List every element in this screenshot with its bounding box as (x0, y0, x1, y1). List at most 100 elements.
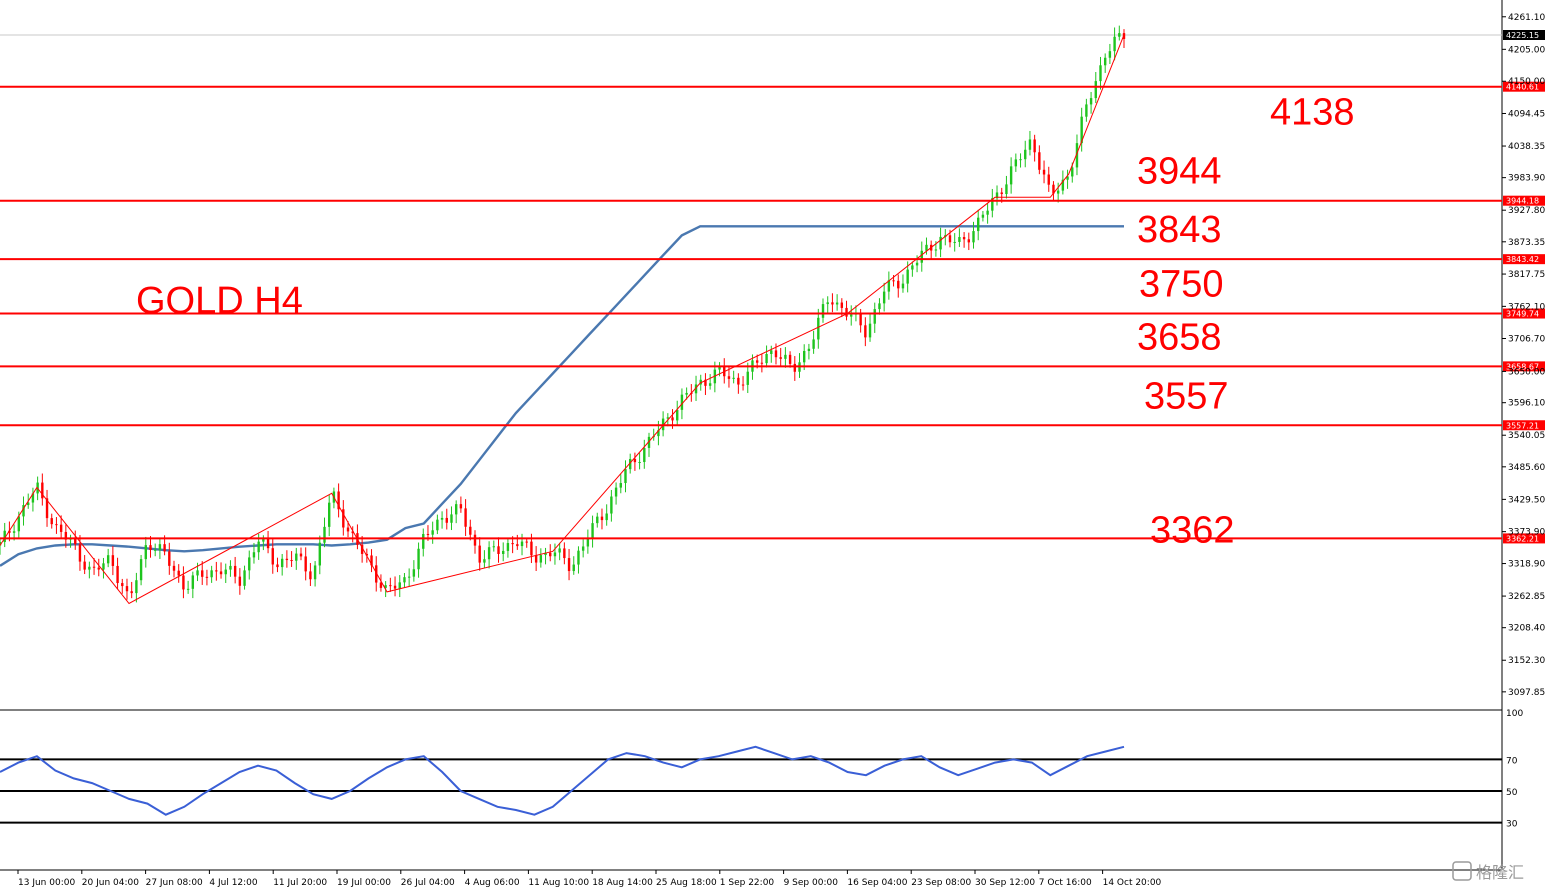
candle-body (262, 538, 265, 542)
candle-body (318, 542, 321, 566)
candle-body (153, 549, 157, 551)
candle-body (1075, 143, 1079, 168)
current-price-box: 4225.15 (1503, 30, 1545, 40)
x-tick-label: 16 Sep 04:00 (847, 878, 907, 888)
candle-body (304, 556, 307, 572)
candle-body (210, 570, 213, 578)
candle-body (280, 558, 284, 568)
candle-body (619, 483, 622, 488)
candle-body (962, 237, 966, 240)
y-tick-label: 3873.35 (1508, 238, 1545, 248)
candle-body (991, 198, 994, 211)
candle-body (1066, 176, 1069, 180)
candle-body (238, 576, 242, 586)
candle-body (375, 565, 378, 583)
y-tick-label: 3429.50 (1508, 495, 1545, 505)
candle-body (859, 312, 862, 326)
candle-body (972, 231, 975, 243)
candle-body (243, 570, 246, 586)
y-tick-label: 4205.00 (1508, 45, 1545, 55)
chart-title: GOLD H4 (136, 280, 303, 322)
zigzag-line (0, 34, 1125, 605)
candle-body (384, 585, 387, 588)
candle-body (342, 509, 345, 528)
candle-body (1009, 166, 1013, 185)
candle-body (8, 530, 11, 533)
x-tick-label: 18 Aug 14:00 (592, 878, 653, 888)
candle-body (572, 564, 575, 572)
level-price-box-bg (1503, 533, 1545, 544)
candle-body (266, 538, 270, 549)
x-tick-label: 26 Jul 04:00 (401, 878, 455, 888)
candle-body (549, 552, 552, 557)
candle-body (1000, 192, 1003, 195)
rsi-tick-label: 100 (1506, 709, 1523, 719)
candle-body (840, 302, 844, 308)
candle-body (1038, 152, 1041, 170)
moving-average-line (0, 225, 1124, 567)
candle-body (191, 575, 195, 589)
rsi-panel: 100 70 50 30 (0, 709, 1523, 830)
x-tick-label: 9 Sep 00:00 (784, 878, 839, 888)
candle-body (74, 538, 77, 545)
x-tick-label: 13 Jun 00:00 (18, 878, 75, 888)
candle-body (948, 235, 952, 243)
x-tick-label: 19 Jul 00:00 (337, 878, 391, 888)
candle-body (610, 496, 613, 514)
candle-body (379, 582, 383, 588)
candle-body (901, 283, 905, 289)
candle-body (826, 302, 829, 305)
candle-body (417, 548, 420, 570)
candle-body (643, 447, 646, 463)
candle-body (732, 377, 735, 379)
candle-body (628, 458, 632, 470)
candlestick-layer (0, 25, 1126, 603)
current-price-text: 4225.15 (1506, 31, 1539, 40)
candle-body (1005, 184, 1008, 195)
candle-body (502, 550, 505, 554)
moving-average-layer (0, 225, 1124, 567)
candle-body (887, 280, 891, 292)
level-label: 3750 (1139, 264, 1224, 306)
candle-body (55, 524, 58, 526)
candle-body (1047, 174, 1050, 185)
candle-body (699, 379, 702, 385)
candle-body (784, 354, 787, 359)
level-price-box-text: 3362.21 (1506, 534, 1539, 543)
candle-body (831, 302, 834, 305)
candle-body (1014, 159, 1018, 167)
rsi-tick-label: 30 (1506, 820, 1518, 830)
candle-body (102, 563, 105, 570)
candle-body (492, 546, 496, 548)
level-price-box-text: 3944.18 (1506, 197, 1539, 206)
candle-body (718, 365, 721, 370)
level-price-box-bg (1503, 420, 1545, 431)
candle-body (845, 307, 848, 317)
candle-body (158, 544, 162, 550)
level-price-box: 3749.74 (1503, 308, 1545, 319)
candle-body (793, 363, 796, 372)
candle-body (657, 430, 660, 437)
candle-body (252, 552, 256, 558)
candle-body (182, 575, 185, 590)
candle-body (1028, 139, 1032, 150)
candle-body (205, 576, 209, 578)
candle-body (760, 362, 764, 364)
candle-body (666, 417, 670, 419)
watermark: 格隆汇 (1452, 861, 1524, 882)
x-tick-label: 27 Jun 08:00 (146, 878, 203, 888)
rsi-tick-label: 50 (1506, 788, 1518, 798)
candle-body (624, 469, 627, 484)
candle-body (534, 555, 538, 563)
candle-body (577, 550, 580, 565)
candle-body (746, 371, 749, 385)
candle-body (986, 210, 989, 215)
candle-body (995, 192, 999, 199)
y-tick-label: 3762.10 (1508, 302, 1545, 312)
candle-body (328, 502, 331, 527)
candle-body (897, 280, 900, 289)
y-tick-label: 4094.45 (1508, 109, 1545, 119)
candle-body (3, 530, 6, 543)
current-price-box-bg (1503, 30, 1545, 40)
candle-body (313, 565, 317, 580)
